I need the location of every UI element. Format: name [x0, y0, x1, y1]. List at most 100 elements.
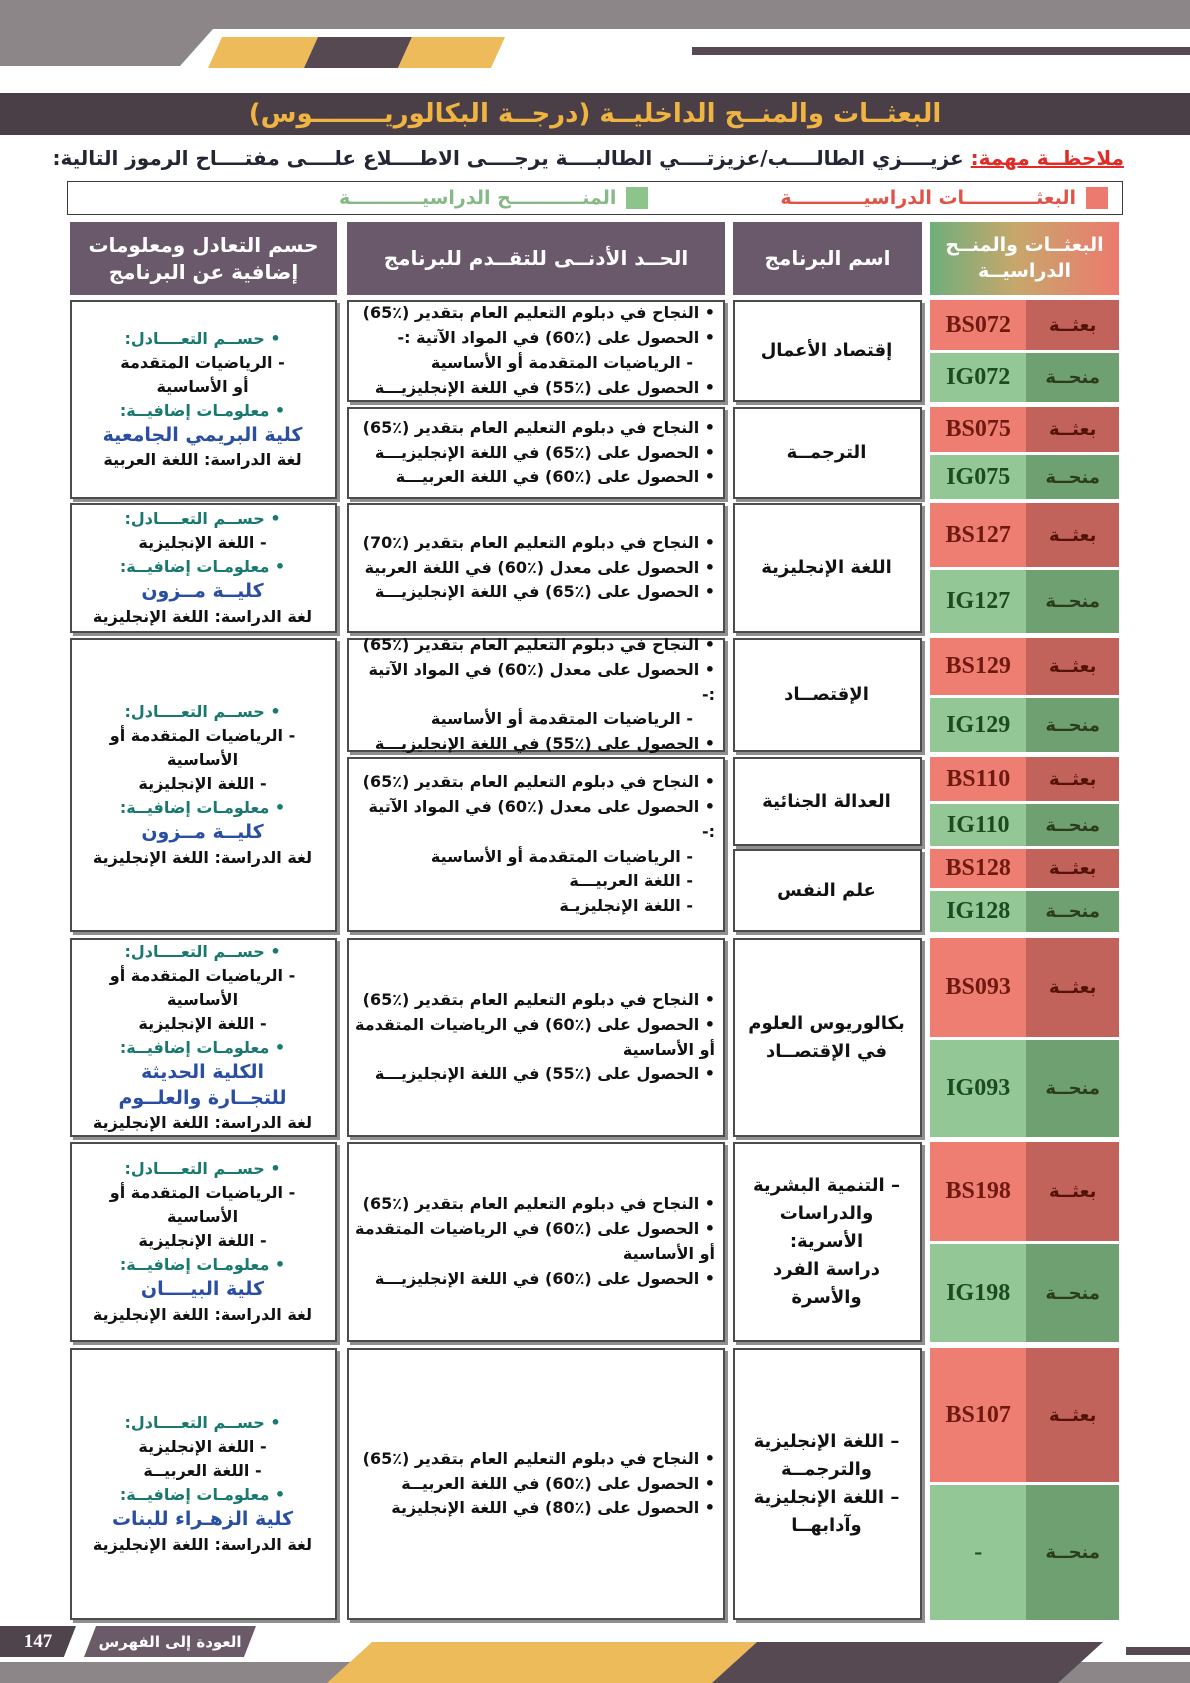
badge-bs093: بعثــة BS093	[930, 938, 1119, 1037]
requirement-line: • الحصول على (٪65) في اللغة الإنجليزيـــ…	[374, 582, 715, 602]
info-box: • حســم التعــــادل: - الرياضيات المتقدم…	[70, 638, 337, 932]
tiebreak-item: - الرياضيات المتقدمة أو الأساسية	[109, 1183, 296, 1227]
extra-info-label: • معلومـات إضافيــة:	[119, 1037, 286, 1057]
requirement-line: • النجاح في دبلوم التعليم العام بتقدير (…	[362, 417, 715, 437]
requirements-box: • النجاح في دبلوم التعليم العام بتقدير (…	[347, 407, 725, 499]
badge-code: IG072	[930, 353, 1027, 402]
header-tiebreak-info: حسم التعادل ومعلومات إضافية عن البرنامج	[70, 222, 337, 295]
badge-code: IG198	[930, 1244, 1027, 1342]
tiebreak-item: - اللغة الإنجليزية	[138, 1013, 267, 1033]
badge-type: بعثــة	[1026, 638, 1119, 695]
requirements-box: • النجاح في دبلوم التعليم العام بتقدير (…	[347, 300, 725, 402]
badge-code: -	[930, 1485, 1027, 1620]
badge-grant-no-code: منحــة -	[930, 1485, 1119, 1620]
badge-code: IG075	[930, 455, 1027, 499]
requirement-line: • الحصول على (٪60) في اللغة العربيــة	[401, 1473, 715, 1493]
badge-ig110: منحــة IG110	[930, 804, 1119, 846]
program-name: إقتصاد الأعمال	[760, 340, 893, 362]
requirements-box: • النجاح في دبلوم التعليم العام بتقدير (…	[347, 757, 725, 932]
program-name: العدالة الجنائية	[762, 790, 891, 812]
tiebreak-item: - اللغة العربيــة	[143, 1461, 262, 1481]
badge-type: بعثــة	[1026, 503, 1119, 567]
extra-info-label: • معلومـات إضافيــة:	[119, 1485, 286, 1505]
top-decoration	[0, 0, 1190, 68]
info-box: • حســم التعــــادل: - اللغة الإنجليزية …	[70, 503, 337, 633]
badge-type: منحــة	[1026, 353, 1119, 402]
important-note: ملاحظــة مهمة: عزيــــزي الطالــــب/عزيز…	[40, 146, 1124, 170]
program-name: بكالوريوس العلوم في الإقتصــاد	[748, 1012, 905, 1062]
requirement-subline: - الرياضيات المتقدمة أو الأساسية	[430, 353, 693, 372]
badge-type: بعثــة	[1026, 300, 1119, 350]
yellow-stripe-shape	[398, 37, 505, 68]
info-box: • حســم التعــــادل: - الرياضيات المتقدم…	[70, 938, 337, 1137]
tiebreak-item: - اللغة الإنجليزية	[138, 1231, 267, 1251]
requirement-line: • النجاح في دبلوم التعليم العام بتقدير (…	[362, 532, 715, 552]
legend-box: البعثـــــــــــات الدراسيـــــــــــة ا…	[67, 181, 1123, 215]
requirement-line: • الحصول على (٪60) في الرياضيات المتقدمة…	[355, 1219, 715, 1263]
bottom-decoration	[0, 1642, 1190, 1683]
extra-info-label: • معلومـات إضافيــة:	[119, 557, 286, 577]
legend-item-grants: المنـــــــــــح الدراسيـــــــــــة	[339, 187, 649, 209]
program-name-box: إقتصاد الأعمال	[733, 300, 922, 402]
back-to-index-button[interactable]: العودة إلى الفهرس	[84, 1626, 256, 1657]
info-box: • حســم التعــــادل: - اللغة الإنجليزية …	[70, 1348, 337, 1620]
badge-bs198: بعثــة BS198	[930, 1142, 1119, 1241]
tiebreak-item: - الرياضيات المتقدمة أو الأساسية	[109, 726, 296, 770]
program-name: الإقتصــاد	[784, 684, 869, 706]
requirements-box: • النجاح في دبلوم التعليم العام بتقدير (…	[347, 1142, 725, 1342]
tiebreak-label: • حســم التعــــادل:	[124, 328, 281, 348]
note-label: ملاحظــة مهمة:	[970, 146, 1124, 170]
badge-type: منحــة	[1026, 891, 1119, 932]
program-name-box: الترجمــة	[733, 407, 922, 499]
note-text: عزيــــزي الطالــــب/عزيزتــــي الطالبــ…	[52, 146, 964, 170]
requirement-subline: - اللغة العربيـــة	[569, 871, 693, 891]
program-name: – اللغة الإنجليزية والترجمــة – اللغة ال…	[753, 1431, 900, 1536]
badge-type: منحــة	[1026, 804, 1119, 846]
badge-code: IG129	[930, 698, 1027, 752]
badge-type: بعثــة	[1026, 1142, 1119, 1241]
badge-type: بعثــة	[1026, 938, 1119, 1037]
badge-code: BS127	[930, 503, 1027, 567]
badge-type: منحــة	[1026, 1244, 1119, 1342]
program-name: – التنمية البشرية والدراسات الأسرية: درا…	[753, 1175, 900, 1308]
header-minimum-requirements: الحــد الأدنــى للتقــدم للبرنامج	[347, 222, 725, 295]
grant-color-swatch-icon	[626, 187, 649, 209]
program-name-box: – التنمية البشرية والدراسات الأسرية: درا…	[733, 1142, 922, 1342]
badge-ig128: منحــة IG128	[930, 891, 1119, 932]
legend-grants-label: المنـــــــــــح الدراسيـــــــــــة	[339, 187, 617, 209]
requirement-line: • النجاح في دبلوم التعليم العام بتقدير (…	[362, 1194, 715, 1214]
program-name-box: العدالة الجنائية	[733, 757, 922, 846]
requirement-line: • الحصول على (٪60) في الرياضيات المتقدمة…	[355, 1014, 715, 1059]
program-name-box: بكالوريوس العلوم في الإقتصــاد	[733, 938, 922, 1137]
requirement-line: • الحصول على (٪55) في اللغة الإنجليزيـــ…	[374, 1064, 715, 1084]
badge-bs075: بعثــة BS075	[930, 407, 1119, 452]
badge-bs127: بعثــة BS127	[930, 503, 1119, 567]
badge-type: منحــة	[1026, 1040, 1119, 1137]
requirement-line: • الحصول على (٪55) في اللغة الإنجليزيـــ…	[374, 734, 715, 754]
requirement-subline: - اللغة الإنجليزيـة	[559, 896, 693, 916]
requirement-line: • الحصول على (٪60) في اللغة الإنجليزيـــ…	[374, 1268, 715, 1288]
badge-type: منحــة	[1026, 698, 1119, 752]
requirements-box: • النجاح في دبلوم التعليم العام بتقدير (…	[347, 1348, 725, 1620]
college-name: كلية البريمي الجامعية	[102, 423, 303, 446]
program-name-box: الإقتصــاد	[733, 638, 922, 752]
badge-ig075: منحــة IG075	[930, 455, 1119, 499]
tiebreak-label: • حســم التعــــادل:	[124, 509, 281, 529]
requirement-line: • الحصول على (٪55) في اللغة الإنجليزيـــ…	[374, 377, 715, 397]
back-to-index-label: العودة إلى الفهرس	[98, 1632, 242, 1651]
requirement-line: • الحصول على (٪65) في اللغة الإنجليزيـــ…	[374, 442, 715, 462]
badge-type: بعثــة	[1026, 1348, 1119, 1482]
badge-type: منحــة	[1026, 1485, 1119, 1620]
study-language: لغة الدراسة: اللغة الإنجليزية	[92, 606, 313, 626]
badge-bs129: بعثــة BS129	[930, 638, 1119, 695]
college-name: كليــة مــزون	[141, 580, 264, 603]
requirement-line: • النجاح في دبلوم التعليم العام بتقدير (…	[362, 303, 715, 323]
requirement-line: • الحصول على (٪80) في اللغة الإنجليزية	[391, 1498, 715, 1518]
program-name-box: اللغة الإنجليزية	[733, 503, 922, 633]
badge-ig072: منحــة IG072	[930, 353, 1119, 402]
page-title: البعثــات والمنــح الداخليــة (درجــة ال…	[248, 99, 942, 129]
badge-code: IG093	[930, 1040, 1027, 1137]
requirement-line: • النجاح في دبلوم التعليم العام بتقدير (…	[362, 635, 715, 655]
badge-ig093: منحــة IG093	[930, 1040, 1119, 1137]
tiebreak-label: • حســم التعــــادل:	[124, 941, 281, 961]
